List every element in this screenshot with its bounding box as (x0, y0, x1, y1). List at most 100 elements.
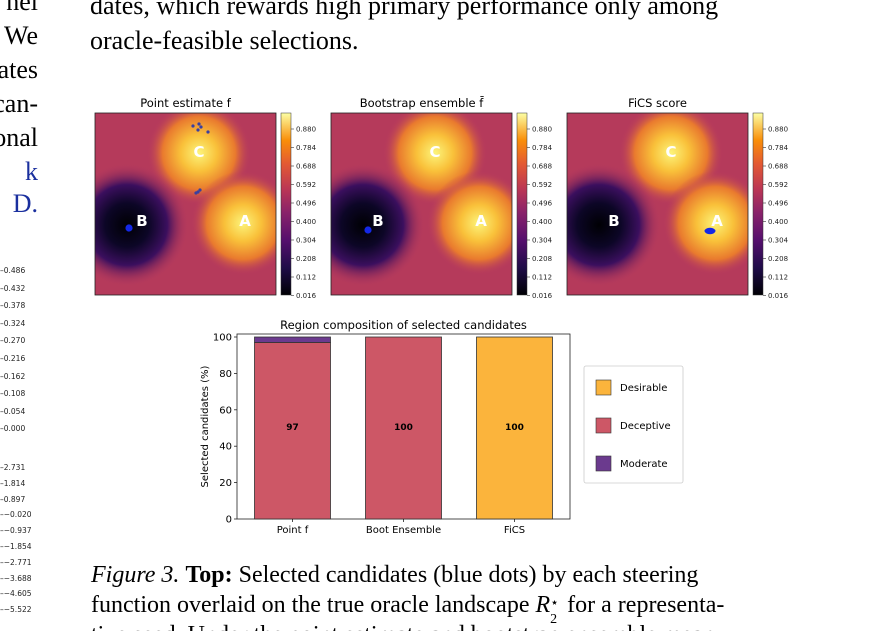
heatmap-frame (566, 112, 749, 296)
heatmap-title: Point estimate f (140, 96, 231, 110)
colorbar-tick-label: 0.688 (768, 163, 788, 171)
left-colorbar-tick: –−4.605 (0, 589, 32, 599)
well-b (331, 163, 425, 287)
colorbar-tick-label: 0.016 (768, 292, 789, 300)
heatmap-panel: C B A Point estimate f 0.880 0.784 0.688 0.592 0… (94, 96, 317, 300)
caption-text: Selected candidates (blue dots) by each … (232, 562, 699, 588)
colorbar-tick-label: 0.304 (768, 237, 789, 245)
appendix-link[interactable]: k D. (12, 157, 38, 218)
colorbar-tick-label: 0.400 (532, 218, 552, 226)
left-colorbar-tick: –−0.937 (0, 526, 32, 536)
caption-math: R (535, 592, 551, 618)
heatmap-row: C B A Point estimate f 0.880 0.784 0.688 0.592 0… (94, 96, 789, 300)
colorbar-tick-label: 0.400 (296, 218, 316, 226)
left-column-fragment: We (4, 21, 38, 50)
colorbar-tick-label: 0.112 (296, 274, 316, 282)
left-colorbar-tick: –0.897 (0, 494, 26, 504)
selected-dot (198, 188, 202, 192)
y-tick-label: 0 (226, 515, 232, 526)
left-colorbar-tick: –0.432 (0, 283, 26, 293)
heatmap-title: Bootstrap ensemble f̄ (360, 96, 485, 110)
left-colorbar-tick: –−1.854 (0, 542, 32, 551)
colorbar-tick-label: 0.208 (768, 255, 788, 263)
region-label-b: B (136, 212, 147, 230)
selected-dot (364, 226, 372, 234)
colorbar-tick-label: 0.496 (532, 200, 553, 208)
chart-title: Region composition of selected candidate… (280, 318, 527, 332)
peak-a (663, 171, 748, 275)
legend-entry: Desirable (620, 383, 667, 394)
colorbar-tick-label: 0.112 (768, 274, 788, 282)
bar-data-label: 97 (286, 423, 299, 433)
colorbar-tick-label: 0.880 (296, 126, 316, 134)
legend-swatch-moderate (595, 455, 612, 472)
y-tick-label: 60 (219, 405, 232, 416)
left-colorbar-tick: –−2.771 (0, 557, 32, 567)
colorbar-tick-label: 0.208 (296, 255, 316, 263)
x-tick-label: Point f (277, 525, 309, 536)
caption-math-sub: 2 (550, 612, 558, 627)
selected-dot (199, 125, 203, 129)
selected-dot (206, 130, 210, 134)
x-tick-label: Boot Ensemble (366, 525, 441, 536)
legend-swatch-desirable (595, 379, 612, 396)
legend-entry: Deceptive (620, 421, 671, 432)
heatmap-frame (94, 112, 277, 296)
bar-data-label: 100 (394, 423, 413, 433)
region-label-c: C (429, 143, 440, 161)
colorbar (516, 112, 528, 296)
region-composition-chart: Region composition of selected candidate… (200, 318, 684, 536)
left-colorbar-tick: –0.270 (0, 336, 26, 346)
colorbar-tick-label: 0.688 (296, 163, 316, 171)
left-colorbar-tick: –0.378 (0, 301, 26, 311)
colorbar-tick-label: 0.304 (296, 237, 317, 245)
colorbar-tick-label: 0.592 (532, 181, 552, 189)
figure-label: Figure 3. (91, 562, 180, 588)
colorbar-tick-label: 0.400 (768, 218, 788, 226)
y-tick-label: 40 (219, 442, 232, 453)
left-colorbar-tick: –1.814 (0, 478, 26, 488)
heatmap-frame (330, 112, 513, 296)
region-label-c: C (193, 143, 204, 161)
colorbar-tick-label: 0.784 (296, 144, 317, 152)
colorbar (752, 112, 764, 296)
x-tick-label: FiCS (504, 525, 525, 536)
colorbar-tick-label: 0.304 (532, 237, 553, 245)
left-column-fragment: onal (0, 123, 38, 152)
heatmap-panel: C B A Bootstrap ensemble f̄ 0.880 0.784 0.688 0… (330, 96, 553, 300)
selected-dot (197, 122, 201, 126)
bar-deceptive (254, 342, 331, 520)
left-colorbar-tick: –0.054 (0, 406, 26, 416)
colorbar-tick-label: 0.784 (532, 144, 553, 152)
caption-math-supsub: ⋆ 2 (550, 596, 561, 627)
colorbar-tick-label: 0.880 (532, 126, 552, 134)
selected-dot (191, 124, 195, 128)
colorbar-tick-label: 0.688 (532, 163, 552, 171)
heatmap-panel: C B A FiCS score 0.880 0.784 0.688 0.592 0.496 0.… (566, 96, 789, 300)
y-tick-label: 20 (219, 478, 232, 489)
caption-text: function overlaid on the true oracle lan… (91, 592, 536, 618)
left-column-fragment: nel (6, 0, 38, 16)
left-colorbar-tick: –0.162 (0, 371, 26, 381)
colorbar-tick-label: 0.112 (532, 274, 552, 282)
left-colorbar-tick: –0.000 (0, 424, 26, 434)
selected-dot (196, 128, 200, 132)
caption-text: for a representa- (561, 592, 725, 618)
peak-a (191, 171, 276, 275)
y-tick-label: 100 (213, 333, 232, 344)
colorbar-tick-label: 0.496 (768, 200, 789, 208)
figure-caption-line-2: function overlaid on the true oracle lan… (91, 590, 725, 627)
heatmap-title: FiCS score (628, 96, 687, 110)
peak-a (427, 171, 512, 275)
left-column-fragment: ates (0, 55, 38, 84)
colorbar-tick-label: 0.592 (296, 181, 316, 189)
legend-swatch-deceptive (595, 417, 612, 434)
left-column-link-fragment[interactable]: k D. (0, 156, 38, 220)
colorbar (280, 112, 292, 296)
selected-dot (704, 227, 716, 235)
body-text-line-2: oracle-feasible selections. (90, 26, 359, 55)
region-label-a: A (711, 212, 723, 230)
bar-deceptive (365, 336, 442, 520)
caption-top-label: Top: (185, 562, 233, 588)
